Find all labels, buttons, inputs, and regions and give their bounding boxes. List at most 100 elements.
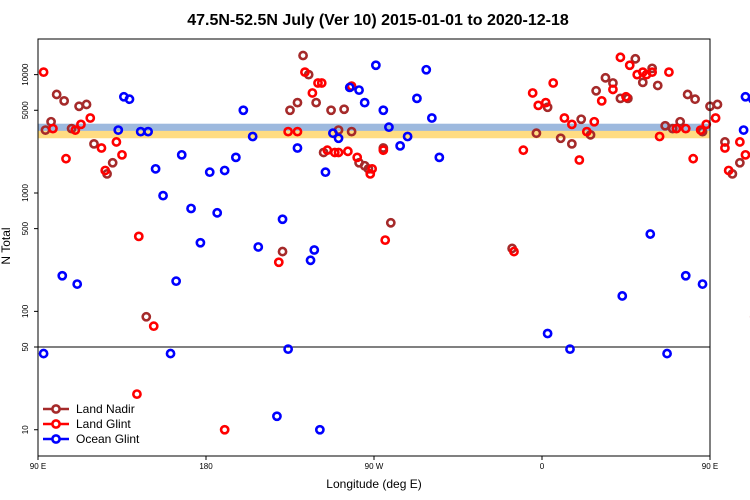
point-land-nadir: [311, 97, 322, 108]
point-ocean-glint: [748, 95, 750, 104]
point-land-glint: [559, 113, 570, 123]
point-ocean-glint: [354, 85, 364, 96]
point-land-nadir: [576, 114, 587, 125]
point-land-nadir: [566, 138, 577, 149]
x-axis-label: Longitude (deg E): [326, 477, 421, 491]
point-land-nadir: [600, 72, 611, 83]
point-land-glint: [148, 321, 159, 332]
point-ocean-glint: [740, 91, 750, 102]
point-ocean-glint: [204, 167, 215, 178]
legend-marker-land-nadir: [51, 404, 61, 414]
point-land-glint: [596, 95, 607, 106]
point-land-glint: [100, 165, 111, 176]
point-land-glint: [509, 246, 519, 257]
point-land-glint: [518, 145, 529, 156]
legend-label-land-nadir: Land Nadir: [76, 402, 135, 416]
data-points: [38, 50, 750, 435]
point-ocean-glint: [253, 242, 264, 252]
point-ocean-glint: [195, 237, 206, 248]
point-land-glint: [292, 126, 303, 137]
point-land-nadir: [531, 128, 542, 139]
point-land-glint: [527, 88, 538, 98]
point-land-glint: [48, 123, 58, 134]
point-land-nadir: [591, 85, 602, 96]
x-axis: 90 E 180 90 W 0 90 E: [30, 456, 718, 471]
point-land-glint: [70, 125, 81, 135]
point-ocean-glint: [395, 140, 406, 151]
point-ocean-glint: [272, 411, 282, 422]
point-ocean-glint: [617, 291, 628, 301]
point-ocean-glint: [230, 152, 241, 163]
point-land-glint: [38, 67, 49, 78]
plot-frame: [37, 38, 711, 457]
chart-title: 47.5N-52.5N July (Ver 10) 2015-01-01 to …: [187, 12, 569, 29]
legend-marker-ocean-glint: [51, 434, 61, 444]
point-land-nadir: [141, 311, 152, 322]
point-land-nadir: [346, 126, 357, 137]
point-land-glint: [533, 100, 544, 111]
point-ocean-glint: [359, 97, 370, 108]
point-land-glint: [76, 119, 86, 130]
point-land-glint: [621, 91, 631, 102]
point-land-glint: [117, 149, 127, 160]
y-tick-label: 500: [21, 221, 30, 235]
legend-label-land-glint: Land Glint: [76, 417, 131, 431]
point-land-glint: [740, 149, 750, 160]
point-land-glint: [647, 67, 658, 78]
point-ocean-glint: [680, 270, 691, 281]
point-land-glint: [329, 147, 340, 158]
point-ocean-glint: [645, 229, 656, 239]
point-land-glint: [680, 123, 691, 134]
x-tick-label: 90 W: [365, 462, 384, 471]
point-land-glint: [333, 147, 344, 158]
y-tick-label: 10000: [21, 63, 30, 86]
point-ocean-glint: [738, 125, 749, 135]
point-ocean-glint: [124, 94, 135, 105]
point-ocean-glint: [565, 344, 575, 355]
point-land-nadir: [630, 53, 641, 64]
point-ocean-glint: [426, 113, 437, 123]
point-land-glint: [61, 153, 71, 164]
point-land-glint: [85, 113, 96, 123]
point-land-glint: [581, 126, 592, 137]
point-land-nadir: [89, 138, 99, 149]
point-land-nadir: [74, 101, 84, 112]
point-ocean-glint: [158, 190, 168, 201]
x-tick-label: 90 E: [702, 462, 718, 471]
point-ocean-glint: [238, 105, 249, 116]
point-land-glint: [342, 146, 353, 157]
point-ocean-glint: [72, 279, 83, 289]
point-land-glint: [720, 143, 730, 153]
point-ocean-glint: [247, 131, 258, 142]
point-land-nadir: [363, 163, 374, 174]
point-ocean-glint: [176, 149, 187, 160]
point-ocean-glint: [421, 64, 432, 75]
point-ocean-glint: [412, 93, 422, 104]
point-land-glint: [574, 155, 585, 165]
point-land-glint: [624, 60, 635, 71]
point-land-glint: [566, 119, 577, 130]
point-land-nadir: [667, 123, 678, 134]
point-land-glint: [273, 257, 284, 268]
band-orange: [38, 130, 710, 139]
point-land-nadir: [542, 102, 553, 113]
y-tick-label: 100: [21, 304, 30, 318]
point-land-glint: [710, 113, 721, 123]
point-land-glint: [540, 97, 551, 108]
point-ocean-glint: [305, 255, 316, 266]
point-land-glint: [96, 143, 107, 153]
point-ocean-glint: [171, 276, 182, 287]
point-land-glint: [608, 84, 618, 95]
point-land-nadir: [326, 105, 336, 116]
point-land-glint: [111, 137, 122, 147]
point-land-nadir: [555, 133, 566, 144]
point-ocean-glint: [662, 348, 672, 359]
x-tick-label: 90 E: [30, 462, 46, 471]
y-tick-label: 50: [21, 342, 30, 351]
point-ocean-glint: [38, 348, 49, 359]
legend-marker-land-glint: [51, 419, 61, 429]
point-land-glint: [654, 131, 665, 142]
point-land-glint: [367, 163, 378, 174]
point-ocean-glint: [370, 60, 381, 71]
